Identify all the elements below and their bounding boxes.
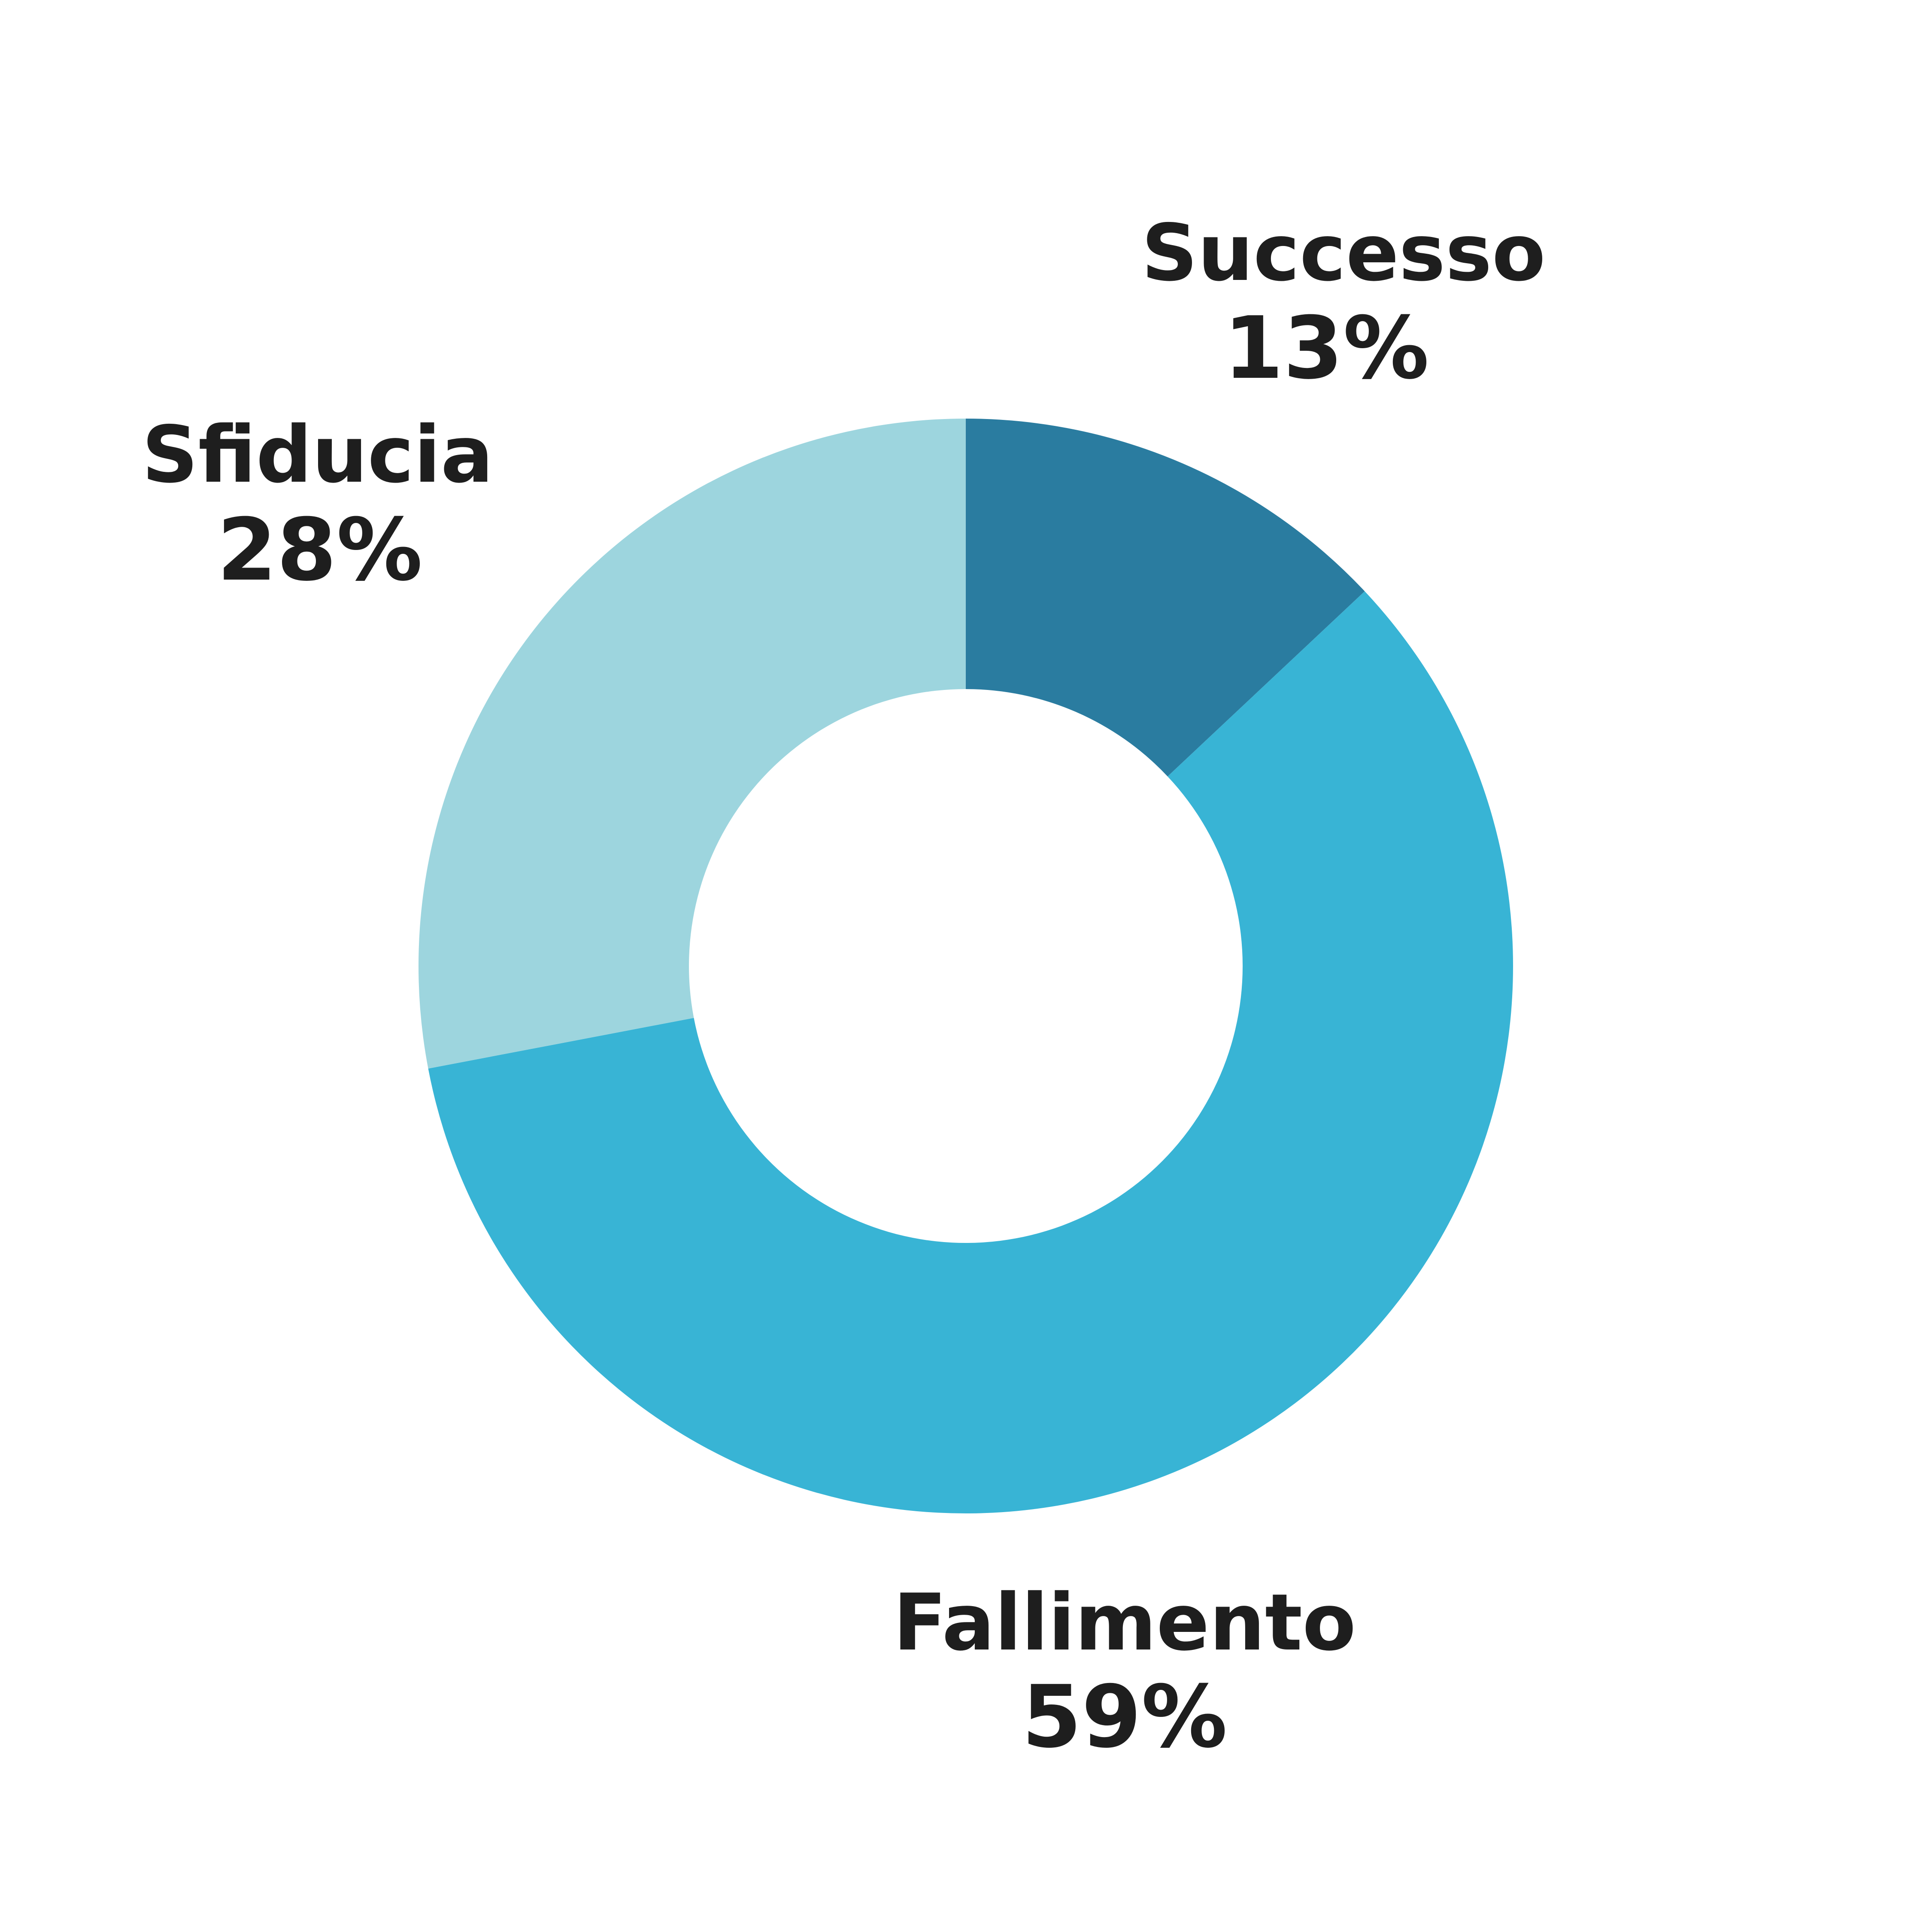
donut-slices	[418, 419, 1513, 1513]
slice-label-successo: Successo	[1141, 207, 1546, 298]
slice-fallimento	[428, 591, 1513, 1513]
slice-value-fallimento: 59%	[1022, 1667, 1228, 1767]
slice-value-successo: 13%	[1224, 298, 1429, 398]
slice-value-sfiducia: 28%	[217, 500, 423, 600]
slice-successo	[966, 419, 1365, 777]
slice-annotation-successo: Successo 13%	[1141, 207, 1546, 398]
slice-label-sfiducia: Sfiducia	[142, 409, 494, 500]
slice-sfiducia	[418, 419, 966, 1069]
slice-annotation-sfiducia: Sfiducia 28%	[142, 409, 494, 600]
slice-label-fallimento: Fallimento	[893, 1577, 1356, 1668]
slice-annotation-fallimento: Fallimento 59%	[893, 1577, 1356, 1767]
